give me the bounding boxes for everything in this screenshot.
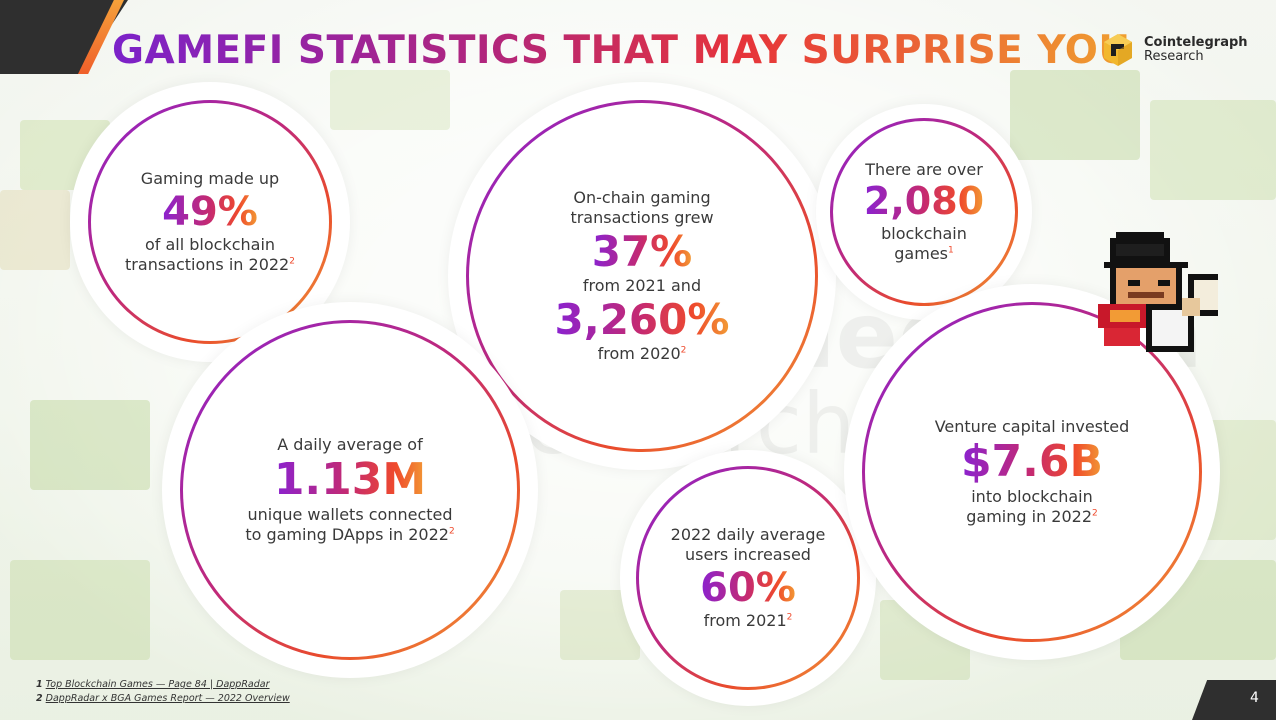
stat-value: 49% (162, 189, 258, 235)
stat-post: from 2021 (703, 611, 787, 630)
stat-ring-gaming-share: Gaming made up 49% of all blockchain tra… (88, 100, 332, 344)
stat-value-primary: 37% (591, 226, 693, 276)
stat-pre: Gaming made up (140, 169, 280, 188)
stat-ring-daily-wallets: A daily average of 1.13M unique wallets … (180, 320, 520, 660)
footnote-ref: 2 (786, 612, 793, 623)
stat-pre: A daily average of (277, 434, 423, 454)
footnote-ref: 1 (948, 245, 954, 256)
stat-post: from 2020 (597, 344, 681, 364)
stat-post-line1: into blockchain (971, 487, 1093, 507)
stat-pre-line1: 2022 daily average (670, 525, 826, 544)
stat-value: $7.6B (960, 435, 1104, 487)
stat-pre-line1: On-chain gaming (573, 187, 711, 207)
stat-post-line2: gaming in 2022 (966, 507, 1093, 527)
stat-post-line2: games (894, 243, 948, 263)
stat-post-line1: unique wallets connected (247, 505, 453, 525)
footnote-2: 2 DappRadar x BGA Games Report — 2022 Ov… (36, 692, 290, 706)
footnotes: 1 Top Blockchain Games — Page 84 | DappR… (36, 678, 290, 706)
footnote-1: 1 Top Blockchain Games — Page 84 | DappR… (36, 678, 290, 692)
stat-pre: Venture capital invested (934, 416, 1130, 436)
brand-name: Cointelegraph (1144, 35, 1248, 51)
pixel-character-illustration (1098, 232, 1218, 352)
stat-post-line1: of all blockchain (144, 235, 276, 254)
footnote-ref: 2 (289, 256, 295, 267)
footnote-link[interactable]: Top Blockchain Games — Page 84 | DappRad… (45, 679, 270, 690)
stat-value: 60% (700, 565, 796, 611)
footnote-number: 2 (36, 693, 43, 704)
stat-value: 1.13M (273, 453, 427, 505)
brand-sub: Research (1144, 49, 1204, 64)
cointelegraph-logo-icon (1104, 34, 1132, 66)
stat-post-line1: blockchain (881, 223, 967, 243)
brand-logo-block: Cointelegraph Research (1100, 32, 1248, 68)
stat-ring-onchain-growth: On-chain gaming transactions grew 37% fr… (466, 100, 818, 452)
footnote-ref: 2 (1092, 508, 1098, 519)
stat-ring-game-count: There are over 2,080 blockchain games1 (830, 118, 1018, 306)
footnote-ref: 2 (680, 345, 687, 356)
stat-pre-line2: users increased (685, 545, 811, 564)
stat-value-secondary: 3,260% (554, 295, 730, 344)
stat-mid: from 2021 and (582, 276, 702, 295)
footnote-link[interactable]: DappRadar x BGA Games Report — 2022 Over… (45, 693, 290, 704)
footnote-ref: 2 (448, 526, 455, 537)
page-number-tab (1192, 680, 1276, 720)
stat-ring-venture-capital: Venture capital invested $7.6B into bloc… (862, 302, 1202, 642)
stat-value: 2,080 (863, 179, 985, 224)
stat-post-line2: transactions in 2022 (125, 255, 290, 274)
stat-post-line2: to gaming DApps in 2022 (245, 525, 449, 545)
page-title: GAMEFI STATISTICS THAT MAY SURPRISE YOU (112, 28, 1131, 73)
stat-pre-line2: transactions grew (570, 207, 714, 227)
stat-ring-daily-users: 2022 daily average users increased 60% f… (636, 466, 860, 690)
page-number: 4 (1250, 690, 1259, 706)
stat-pre: There are over (865, 160, 983, 180)
footnote-number: 1 (36, 679, 43, 690)
